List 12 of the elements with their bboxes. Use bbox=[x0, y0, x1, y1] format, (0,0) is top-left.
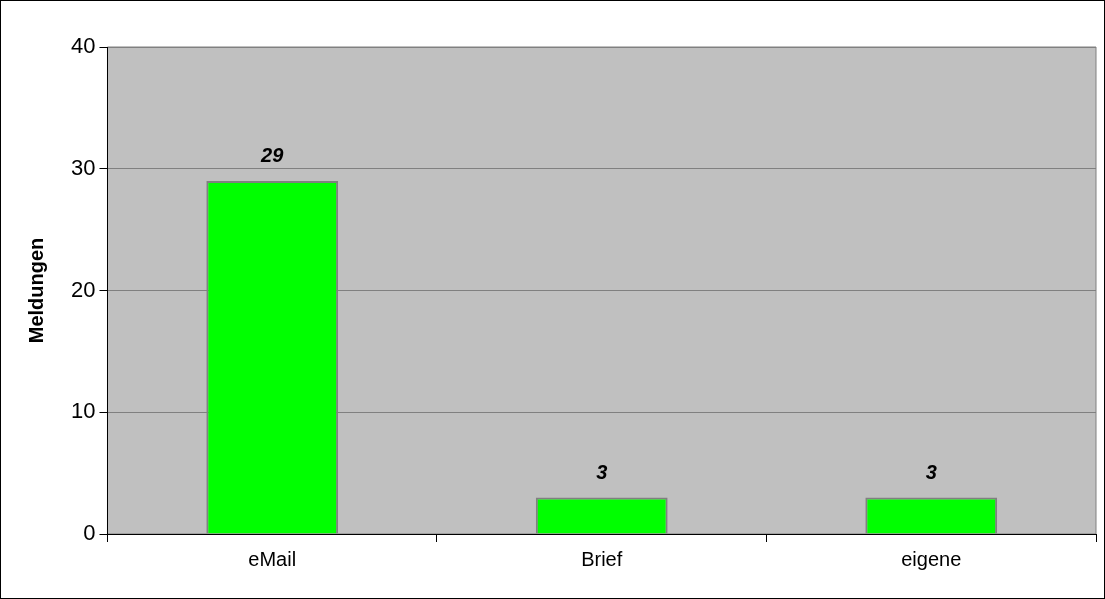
y-tick-label: 0 bbox=[83, 520, 96, 546]
y-tick-label: 10 bbox=[70, 398, 96, 424]
x-tick-label: Brief bbox=[581, 547, 623, 570]
y-axis-title: Meldungen bbox=[24, 237, 47, 344]
data-label: 3 bbox=[596, 460, 608, 483]
y-tick-label: 20 bbox=[70, 276, 96, 302]
y-tick-label: 40 bbox=[70, 33, 96, 59]
data-label: 29 bbox=[260, 144, 285, 167]
y-tick-label: 30 bbox=[70, 154, 96, 180]
x-tick-label: eMail bbox=[248, 547, 297, 570]
data-label: 3 bbox=[925, 460, 937, 483]
x-tick-label: eigene bbox=[901, 547, 962, 570]
